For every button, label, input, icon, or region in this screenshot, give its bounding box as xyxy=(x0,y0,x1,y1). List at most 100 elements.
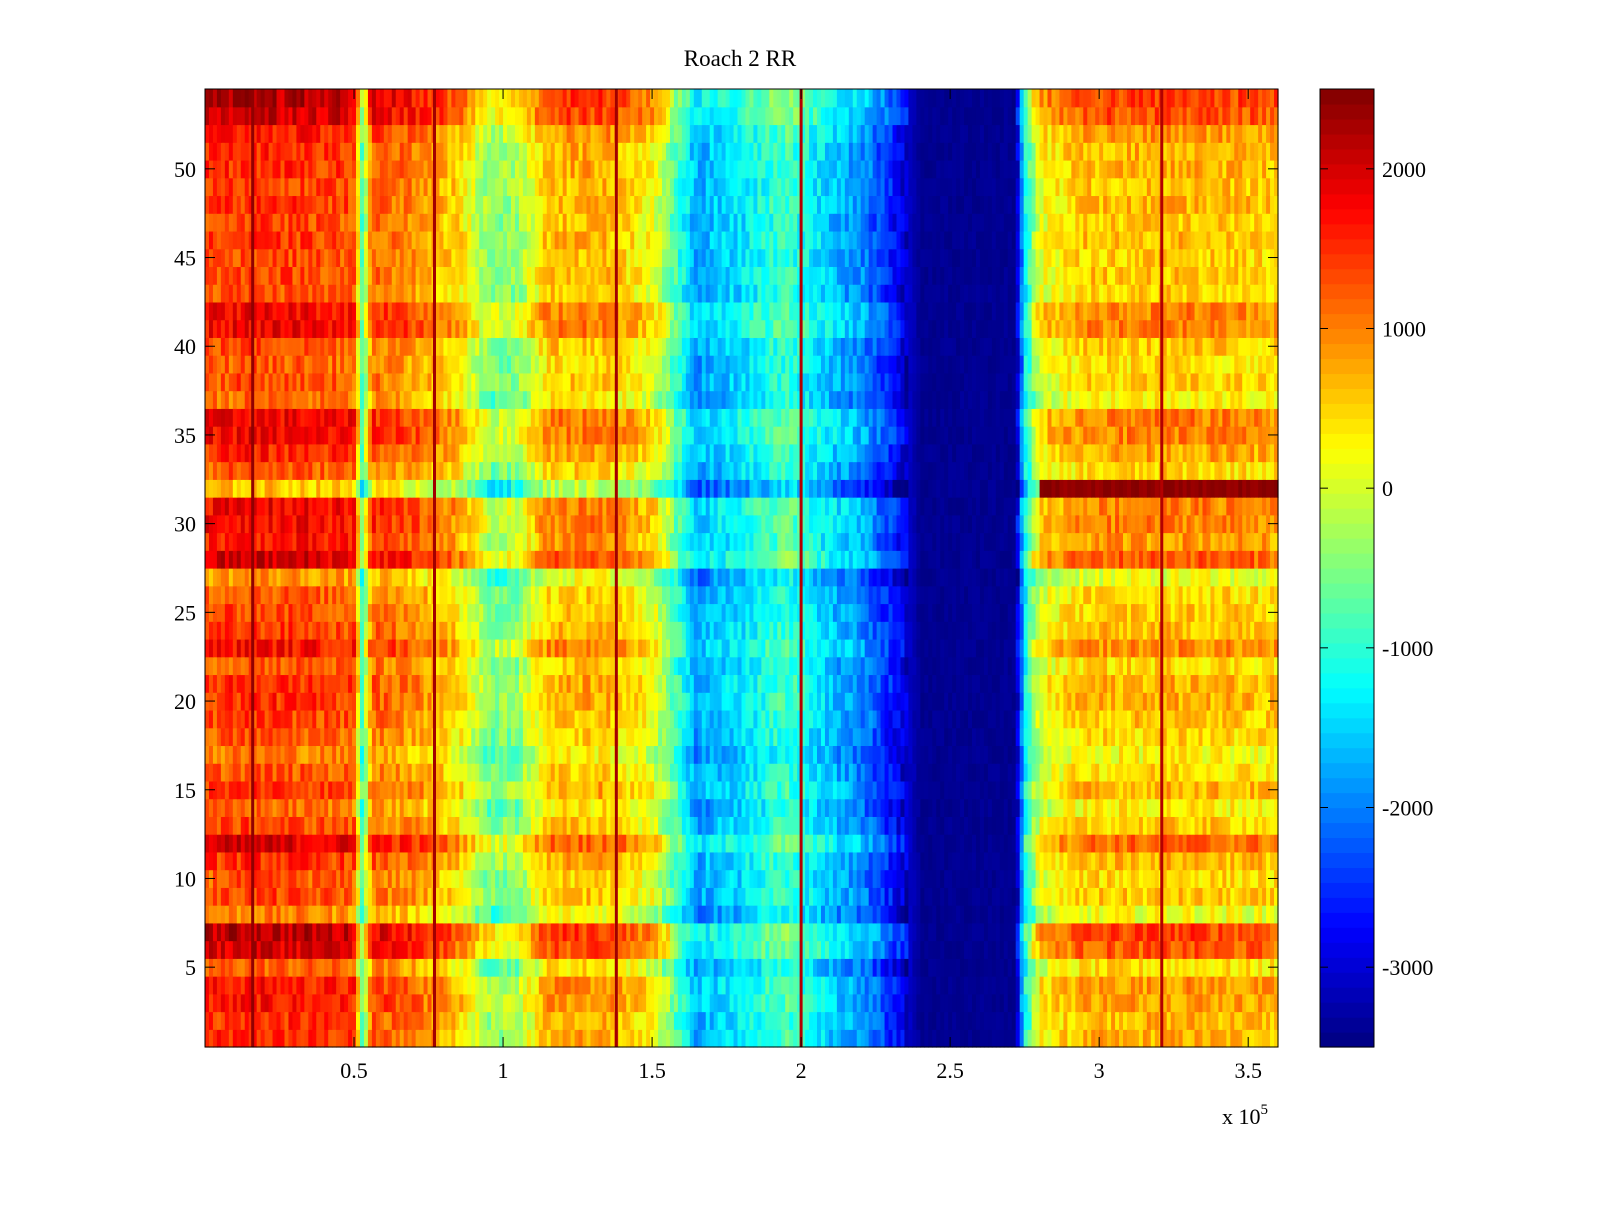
heatmap-cell xyxy=(419,798,425,817)
heatmap-cell xyxy=(296,976,301,995)
heatmap-cell xyxy=(689,1011,695,1030)
heatmap-cell xyxy=(856,745,862,764)
heatmap-cell xyxy=(1119,869,1124,888)
heatmap-cell xyxy=(1186,816,1192,835)
heatmap-cell xyxy=(658,798,663,817)
heatmap-cell xyxy=(324,763,329,782)
heatmap-cell xyxy=(1238,798,1243,817)
heatmap-cell xyxy=(912,958,917,977)
heatmap-cell xyxy=(1039,727,1045,747)
heatmap-cell xyxy=(1011,1011,1017,1030)
heatmap-cell xyxy=(447,1011,452,1030)
heatmap-cell xyxy=(999,1029,1005,1048)
heatmap-cell xyxy=(900,834,906,853)
heatmap-cell xyxy=(701,727,707,747)
heatmap-cell xyxy=(932,745,937,764)
heatmap-cell xyxy=(1003,816,1009,835)
heatmap-cell xyxy=(324,869,329,888)
heatmap-cell xyxy=(1162,780,1168,800)
heatmap-cell xyxy=(1055,1011,1061,1030)
heatmap-cell xyxy=(363,709,369,729)
heatmap-cell xyxy=(1047,727,1053,747)
heatmap-cell xyxy=(503,887,508,906)
heatmap-cell xyxy=(972,958,977,977)
heatmap-cell xyxy=(1170,798,1176,817)
heatmap-cell xyxy=(979,763,985,782)
heatmap-cell xyxy=(1091,905,1096,924)
heatmap-cell xyxy=(356,709,361,729)
heatmap-cell xyxy=(669,905,675,924)
heatmap-cell xyxy=(495,780,500,800)
heatmap-cell xyxy=(753,1011,758,1030)
heatmap-cell xyxy=(590,727,596,747)
heatmap-cell xyxy=(777,976,782,995)
heatmap-cell xyxy=(1178,958,1184,977)
heatmap-cell xyxy=(1095,976,1100,995)
heatmap-cell xyxy=(1242,1029,1247,1048)
heatmap-cell xyxy=(844,834,850,853)
heatmap-cell xyxy=(725,958,731,977)
heatmap-cell xyxy=(1150,780,1156,800)
heatmap-cell xyxy=(256,745,262,764)
heatmap-cell xyxy=(586,869,592,888)
heatmap-cell xyxy=(852,1011,858,1030)
heatmap-cell xyxy=(1031,798,1037,817)
heatmap-cell xyxy=(1258,851,1263,871)
heatmap-cell xyxy=(435,958,441,977)
heatmap-cell xyxy=(872,905,878,924)
heatmap-cell xyxy=(451,993,456,1013)
heatmap-cell xyxy=(1115,976,1120,995)
heatmap-cell xyxy=(1270,976,1275,995)
heatmap-cell xyxy=(1254,816,1259,835)
heatmap-cell xyxy=(705,976,711,995)
heatmap-cell xyxy=(936,993,941,1013)
heatmap-cell xyxy=(546,976,552,995)
heatmap-cell xyxy=(1194,798,1200,817)
heatmap-cell xyxy=(483,958,488,977)
heatmap-cell xyxy=(534,798,540,817)
heatmap-cell xyxy=(304,976,309,995)
heatmap-cell xyxy=(598,798,603,817)
heatmap-cell xyxy=(991,922,997,942)
heatmap-cell xyxy=(693,905,699,924)
heatmap-cell xyxy=(407,887,413,906)
heatmap-cell xyxy=(908,798,913,817)
heatmap-cell xyxy=(884,745,890,764)
heatmap-cell xyxy=(530,940,536,959)
heatmap-cell xyxy=(912,976,917,995)
heatmap-cell xyxy=(1087,1011,1092,1030)
heatmap-cell xyxy=(1222,976,1227,995)
heatmap-cell xyxy=(363,745,369,764)
heatmap-cell xyxy=(1007,851,1013,871)
heatmap-cell xyxy=(956,958,961,977)
heatmap-cell xyxy=(375,869,381,888)
heatmap-cell xyxy=(232,816,238,835)
heatmap-cell xyxy=(471,940,476,959)
heatmap-cell xyxy=(312,834,317,853)
heatmap-cell xyxy=(721,745,727,764)
heatmap-cell xyxy=(904,922,910,942)
heatmap-cell xyxy=(995,798,1001,817)
heatmap-cell xyxy=(1035,798,1041,817)
heatmap-cell xyxy=(240,869,246,888)
heatmap-cell xyxy=(781,958,786,977)
heatmap-cell xyxy=(1198,869,1204,888)
heatmap-cell xyxy=(304,780,309,800)
heatmap-cell xyxy=(638,745,643,764)
heatmap-cell xyxy=(395,727,401,747)
heatmap-cell xyxy=(1246,905,1251,924)
heatmap-cell xyxy=(622,745,627,764)
heatmap-cell xyxy=(570,745,576,764)
heatmap-cell xyxy=(511,1011,516,1030)
heatmap-cell xyxy=(606,834,611,853)
heatmap-cell xyxy=(471,958,476,977)
heatmap-cell xyxy=(630,940,635,959)
heatmap-cell xyxy=(419,851,425,871)
heatmap-cell xyxy=(777,887,782,906)
heatmap-cell xyxy=(987,763,993,782)
heatmap-cell xyxy=(1103,1029,1108,1048)
heatmap-cell xyxy=(451,869,456,888)
heatmap-cell xyxy=(304,851,309,871)
heatmap-cell xyxy=(359,780,365,800)
heatmap-cell xyxy=(280,816,286,835)
